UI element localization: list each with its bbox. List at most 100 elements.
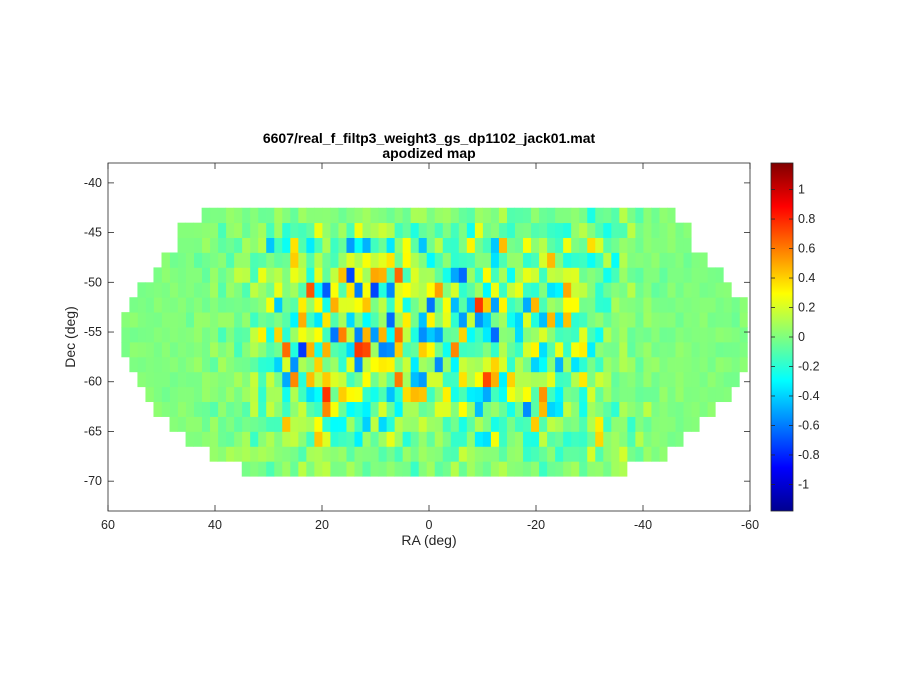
heatmap-cell xyxy=(506,446,515,462)
heatmap-cell xyxy=(466,401,475,417)
heatmap-cell xyxy=(346,297,355,313)
heatmap-cell xyxy=(305,371,315,388)
colorbar-tick-label: -0.8 xyxy=(798,448,820,462)
heatmap-cell xyxy=(514,401,524,417)
heatmap-cell xyxy=(209,356,219,373)
heatmap-cell xyxy=(538,371,548,388)
heatmap-cell xyxy=(249,312,259,328)
heatmap-cell xyxy=(233,237,243,253)
heatmap-cell xyxy=(418,312,427,328)
heatmap-cell xyxy=(731,356,740,373)
heatmap-cell xyxy=(626,327,636,343)
heatmap-cell xyxy=(217,267,227,283)
heatmap-cell xyxy=(330,446,339,462)
heatmap-cell xyxy=(241,312,251,328)
heatmap-cell xyxy=(458,237,467,253)
heatmap-cell xyxy=(731,297,740,313)
heatmap-cell xyxy=(586,312,596,328)
heatmap-cell xyxy=(177,252,186,268)
heatmap-cell xyxy=(201,222,211,238)
heatmap-cell xyxy=(594,341,604,358)
heatmap-cell xyxy=(410,237,419,253)
heatmap-cell xyxy=(386,401,395,417)
heatmap-cell xyxy=(586,386,596,403)
heatmap-cell xyxy=(129,297,138,313)
heatmap-cell xyxy=(723,341,732,358)
heatmap-cell xyxy=(739,312,748,328)
heatmap-cell xyxy=(498,431,507,447)
heatmap-cell xyxy=(217,401,227,417)
heatmap-cell xyxy=(394,461,403,477)
heatmap-cell xyxy=(546,416,556,432)
heatmap-cell xyxy=(699,386,708,403)
heatmap-cell xyxy=(273,386,283,403)
heatmap-cell xyxy=(466,416,475,432)
heatmap-cell xyxy=(482,312,491,328)
heatmap-cell xyxy=(378,207,387,224)
heatmap-cell xyxy=(153,386,162,403)
heatmap-cell xyxy=(241,222,251,238)
heatmap-cell xyxy=(498,222,507,238)
heatmap-cell xyxy=(434,461,443,477)
heatmap-cell xyxy=(241,371,251,388)
y-tick-label: -65 xyxy=(84,424,102,438)
heatmap-cell xyxy=(442,431,451,447)
heatmap-cell xyxy=(442,356,451,373)
heatmap-cell xyxy=(201,401,211,417)
heatmap-cell xyxy=(386,416,395,432)
heatmap-cell xyxy=(691,341,700,358)
heatmap-cell xyxy=(434,341,443,358)
heatmap-cell xyxy=(394,222,403,238)
heatmap-cell xyxy=(522,252,532,268)
heatmap-cell xyxy=(626,282,636,298)
heatmap-cell xyxy=(233,282,243,298)
heatmap-cell xyxy=(394,252,403,268)
heatmap-cell xyxy=(257,386,267,403)
heatmap-cell xyxy=(538,267,548,283)
heatmap-cell xyxy=(410,252,419,268)
heatmap-cell xyxy=(273,461,283,477)
heatmap-cell xyxy=(546,341,556,358)
heatmap-cell xyxy=(354,312,363,328)
heatmap-cell xyxy=(707,297,716,313)
heatmap-cell xyxy=(707,371,716,388)
heatmap-cell xyxy=(626,312,636,328)
heatmap-cell xyxy=(602,371,612,388)
heatmap-cell xyxy=(610,371,620,388)
heatmap-cell xyxy=(442,401,451,417)
heatmap-cell xyxy=(193,252,203,268)
heatmap-cell xyxy=(338,431,347,447)
heatmap-cell xyxy=(161,252,170,268)
heatmap-cell xyxy=(418,327,427,343)
colorbar xyxy=(771,163,793,511)
heatmap-cell xyxy=(667,267,676,283)
heatmap-cell xyxy=(506,356,515,373)
heatmap-cell xyxy=(675,401,684,417)
heatmap-cell xyxy=(402,222,411,238)
heatmap-cell xyxy=(241,282,251,298)
heatmap-cell xyxy=(289,416,299,432)
x-axis: 60 40 20 0 -20 -40 -60 xyxy=(101,163,759,532)
heatmap-cell xyxy=(458,282,467,298)
heatmap-cell xyxy=(546,252,556,268)
heatmap-cell xyxy=(177,267,186,283)
heatmap-cell xyxy=(675,356,684,373)
heatmap-cell xyxy=(522,282,532,298)
heatmap-cell xyxy=(217,446,227,462)
heatmap-cell xyxy=(241,207,251,224)
heatmap-cell xyxy=(241,237,251,253)
heatmap-cell xyxy=(618,327,628,343)
heatmap-cell xyxy=(265,207,275,224)
heatmap-cell xyxy=(338,341,347,358)
heatmap-cell xyxy=(249,207,259,224)
heatmap-cell xyxy=(249,282,259,298)
heatmap-cell xyxy=(498,461,507,477)
heatmap-cell xyxy=(185,341,194,358)
heatmap-cell xyxy=(626,431,636,447)
heatmap-cell xyxy=(177,356,186,373)
heatmap-cell xyxy=(177,416,186,432)
heatmap-cell xyxy=(281,237,291,253)
heatmap-cell xyxy=(338,207,347,224)
heatmap-cell xyxy=(217,327,227,343)
heatmap-cell xyxy=(634,312,644,328)
